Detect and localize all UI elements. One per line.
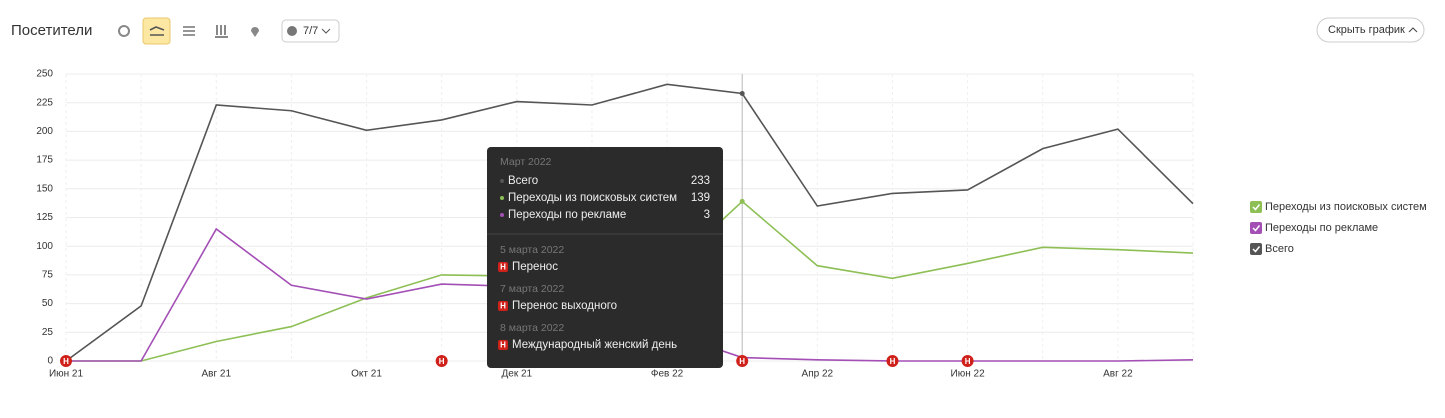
event-label: Перенос выходного xyxy=(512,300,617,312)
hide-chart-label: Скрыть график xyxy=(1328,24,1405,36)
legend-check xyxy=(1252,204,1261,211)
y-tick-label: 175 xyxy=(36,155,53,166)
event-badge xyxy=(498,340,508,350)
x-tick-label: Июн 22 xyxy=(951,369,986,380)
event-marker-label: Н xyxy=(890,357,896,366)
title: Посетители xyxy=(11,22,92,39)
tooltip-dot xyxy=(500,213,504,217)
event-marker-label: Н xyxy=(965,357,971,366)
legend-checkbox[interactable] xyxy=(1250,201,1262,213)
y-tick-label: 100 xyxy=(36,241,53,252)
y-tick-label: 25 xyxy=(42,327,54,338)
map-icon[interactable] xyxy=(251,27,259,37)
event-badge-label: Н xyxy=(500,263,506,272)
tooltip-series: Всего xyxy=(508,175,538,187)
legend-label: Всего xyxy=(1265,243,1294,255)
area-icon[interactable] xyxy=(183,26,195,36)
tooltip-value: 139 xyxy=(691,192,710,204)
event-label: Перенос xyxy=(512,261,558,273)
annotations-button[interactable] xyxy=(281,19,340,43)
event-badge xyxy=(498,262,508,272)
x-tick-label: Авг 22 xyxy=(1103,369,1133,380)
event-date: 8 марта 2022 xyxy=(500,322,564,334)
event-marker[interactable] xyxy=(961,355,974,367)
event-badge xyxy=(498,301,508,311)
series-line xyxy=(65,83,1194,362)
tooltip-period: Март 2022 xyxy=(500,156,552,168)
x-tick-label: Июн 21 xyxy=(49,369,84,380)
tooltip-dot xyxy=(500,179,504,183)
line-icon xyxy=(149,26,165,36)
legend-check xyxy=(1252,246,1261,253)
line-icon-active[interactable] xyxy=(142,17,171,45)
event-marker[interactable] xyxy=(886,355,899,367)
y-tick-label: 250 xyxy=(36,69,53,80)
segment-count: 7/7 xyxy=(303,25,318,37)
tooltip-value: 3 xyxy=(704,209,710,221)
x-tick-label: Апр 22 xyxy=(802,369,834,380)
event-label: Международный женский день xyxy=(512,339,677,351)
chevron-up xyxy=(1408,27,1418,33)
legend-checkbox[interactable] xyxy=(1250,222,1262,234)
y-tick-label: 225 xyxy=(36,97,53,108)
y-tick-label: 75 xyxy=(42,270,54,281)
toolbar: 7/7 xyxy=(118,17,340,45)
tooltip-series: Переходы из поисковых систем xyxy=(508,192,677,204)
y-tick-label: 125 xyxy=(36,212,53,223)
x-tick-label: Дек 21 xyxy=(501,369,532,380)
event-marker-label: Н xyxy=(739,357,745,366)
x-tick-label: Окт 21 xyxy=(351,369,382,380)
tooltip-value: 233 xyxy=(691,175,710,187)
tooltip: Март 2022 Всего 233 Переходы из поисковых с… xyxy=(487,147,723,368)
y-tick-label: 0 xyxy=(47,356,53,367)
x-tick-label: Фев 22 xyxy=(651,369,684,380)
chevron xyxy=(321,28,331,34)
hover-point xyxy=(739,198,745,204)
legend-label: Переходы из поисковых систем xyxy=(1265,201,1427,213)
event-marker-label: Н xyxy=(63,357,69,366)
y-tick-label: 150 xyxy=(36,183,53,194)
legend-checkbox[interactable] xyxy=(1250,243,1262,255)
bar-icon[interactable] xyxy=(215,25,228,38)
event-marker-label: Н xyxy=(439,357,445,366)
hover-point xyxy=(739,91,745,97)
y-tick-label: 50 xyxy=(42,298,54,309)
event-badge-label: Н xyxy=(500,302,506,311)
event-badge-label: Н xyxy=(500,341,506,350)
event-marker[interactable] xyxy=(435,355,448,367)
legend-check xyxy=(1252,225,1261,232)
event-marker[interactable] xyxy=(736,355,749,367)
event-date: 5 марта 2022 xyxy=(500,244,564,256)
tooltip-series: Переходы по рекламе xyxy=(508,209,626,221)
hide-chart-button[interactable] xyxy=(1316,17,1425,43)
pie-icon[interactable] xyxy=(118,25,130,37)
x-tick-label: Авг 21 xyxy=(202,369,232,380)
comment-icon xyxy=(287,26,297,36)
tooltip-dot xyxy=(500,196,504,200)
event-marker[interactable] xyxy=(60,355,72,367)
event-date: 7 марта 2022 xyxy=(500,283,564,295)
y-tick-label: 200 xyxy=(36,126,53,137)
legend-label: Переходы по рекламе xyxy=(1265,222,1378,234)
tooltip-box xyxy=(487,147,723,368)
